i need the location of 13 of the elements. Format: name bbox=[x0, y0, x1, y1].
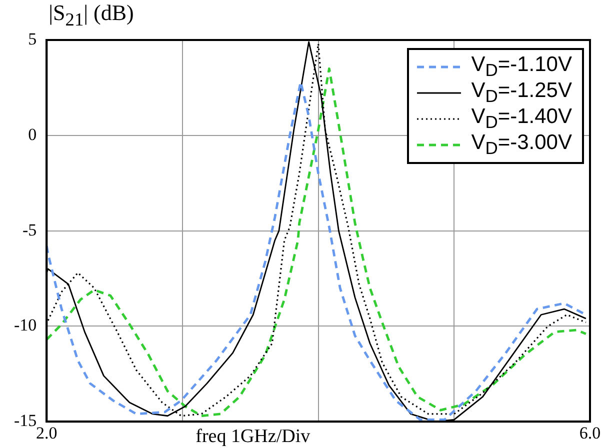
legend-label: V$_{D}$=-1.10V bbox=[471, 52, 572, 80]
x-axis-title: freq 1GHz/Div bbox=[196, 426, 310, 448]
y-tick-label: -10 bbox=[14, 316, 37, 335]
legend-label: V$_{D}$=-1.25V bbox=[471, 78, 572, 106]
x-tick-label: 6.0 bbox=[579, 423, 601, 442]
y-axis-title: |S$_{21}$| (dB) bbox=[48, 0, 134, 30]
y-tick-label: 5 bbox=[28, 29, 37, 48]
y-tick-label: 0 bbox=[28, 124, 37, 144]
y-tick-label: -5 bbox=[22, 220, 37, 240]
y-tick-label: -15 bbox=[14, 411, 37, 430]
legend-label: V$_{D}$=-3.00V bbox=[471, 130, 572, 160]
legend-label: V$_{D}$=-1.40V bbox=[471, 104, 572, 132]
x-tick-label: 2.0 bbox=[36, 423, 58, 442]
